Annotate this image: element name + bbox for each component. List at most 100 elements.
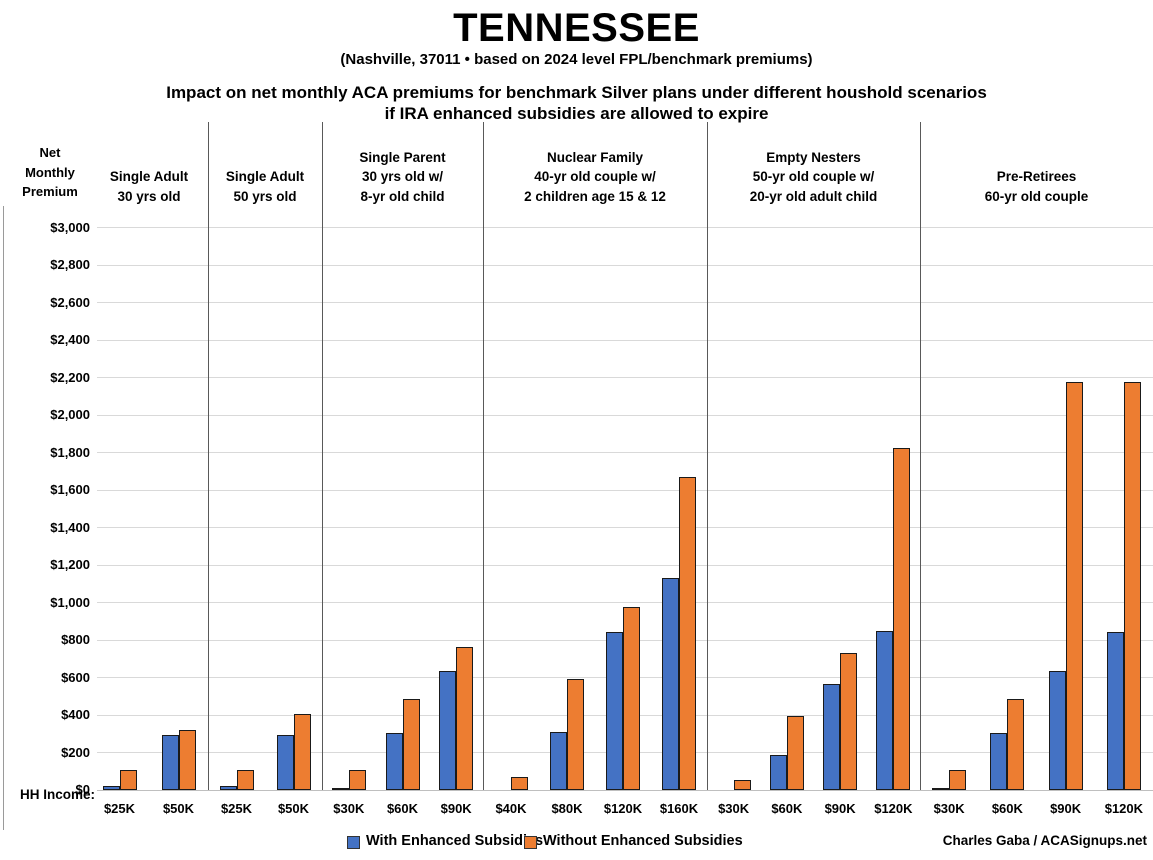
panel-header-line: 60-yr old couple [984, 188, 1089, 204]
attribution-footer: Charles Gaba / ACASignups.net [942, 833, 1147, 848]
x-tick-label: $120K [874, 801, 913, 816]
bar-without-enhanced [734, 780, 751, 790]
bar-without-enhanced [511, 777, 528, 790]
bar-with-enhanced [103, 786, 120, 790]
y-tick-label: $600 [61, 669, 90, 685]
panel-divider [483, 122, 484, 790]
panel-header-line: 40-yr old couple w/ [534, 169, 656, 184]
x-tick-label: $30K [333, 801, 365, 816]
x-tick-label: $120K [1104, 801, 1144, 816]
gridline [97, 489, 1153, 491]
gridline [97, 227, 1153, 228]
x-tick-label: $90K [440, 801, 472, 816]
panel-header-line: 50 yrs old [233, 188, 297, 204]
chart-left-border [3, 206, 4, 830]
panel-header-line: Single Adult [109, 169, 189, 184]
y-tick-label: $2,400 [50, 332, 90, 347]
bar-without-enhanced [623, 607, 640, 790]
x-tick-label: $120K [603, 801, 643, 816]
x-tick-label: $25K [103, 801, 136, 816]
panel-divider [707, 122, 708, 790]
y-tick-label: $2,800 [50, 257, 90, 272]
panel-header-line: 50-yr old couple w/ [752, 169, 875, 184]
x-tick-label: $60K [386, 801, 419, 816]
panel-header-line: 20-yr old adult child [749, 188, 878, 204]
bar-with-enhanced [990, 733, 1007, 790]
y-tick-label: $1,400 [50, 519, 90, 535]
legend-label-with-enhanced: With Enhanced Subsidies [366, 833, 544, 849]
y-tick-label: $1,200 [50, 557, 90, 572]
y-tick-label: $3,000 [50, 219, 90, 235]
x-tick-label: $50K [277, 801, 310, 816]
x-tick-label: $60K [991, 801, 1023, 816]
panel-header-line: 30 yrs old [117, 188, 181, 204]
panel-header: Single Adult 30 yrs old [90, 122, 208, 206]
chart-heading: Impact on net monthly ACA premiums for b… [0, 82, 1153, 124]
bar-without-enhanced [1124, 382, 1141, 790]
y-axis-title: Net Monthly Premium [22, 145, 78, 199]
gridline [97, 377, 1153, 378]
y-tick-label: $800 [61, 632, 90, 647]
x-tick-label: $90K [824, 801, 856, 816]
x-tick-label: $30K [933, 801, 965, 816]
bar-with-enhanced [220, 786, 237, 790]
bar-with-enhanced [332, 788, 349, 790]
panel-header: Empty Nesters 50-yr old couple w/20-yr ol… [707, 122, 920, 206]
panel-header: Single Adult 50 yrs old [208, 122, 322, 206]
panel-header-line: Single Adult [225, 169, 305, 184]
bar-with-enhanced [277, 735, 294, 790]
bar-with-enhanced [1107, 632, 1124, 790]
y-tick-label: $200 [61, 744, 90, 760]
panel-header-line: 30 yrs old w/ [361, 169, 444, 184]
panel-header: Pre-Retirees 60-yr old couple [920, 122, 1153, 206]
bar-without-enhanced [567, 679, 584, 790]
panel-header: Nuclear Family 40-yr old couple w/2 child… [483, 122, 707, 206]
bar-without-enhanced [120, 770, 137, 790]
gridline [97, 414, 1153, 416]
x-tick-label: $80K [551, 801, 583, 816]
bar-without-enhanced [294, 714, 311, 790]
y-tick-label: $1,800 [50, 444, 90, 460]
y-tick-label: $0 [75, 782, 90, 797]
x-tick-label: $40K [495, 801, 527, 816]
gridline [97, 264, 1153, 266]
bar-with-enhanced [386, 733, 403, 790]
x-tick-label: $90K [1050, 801, 1082, 816]
bar-with-enhanced [932, 788, 949, 790]
bar-with-enhanced [606, 632, 623, 790]
x-tick-label: $160K [659, 801, 699, 816]
bar-with-enhanced [1049, 671, 1066, 790]
gridline [97, 302, 1153, 303]
bar-without-enhanced [949, 770, 966, 790]
x-tick-label: $25K [220, 801, 253, 816]
bar-with-enhanced [823, 684, 840, 790]
panel-header-line: Empty Nesters [766, 149, 861, 165]
chart-heading-line1: Impact on net monthly ACA premiums for b… [166, 83, 987, 102]
x-tick-label: $60K [771, 801, 803, 816]
legend-swatch-without-enhanced [524, 836, 537, 849]
y-tick-label: $1,600 [50, 482, 90, 497]
panel-header-line: Nuclear Family [546, 149, 644, 165]
bar-without-enhanced [1066, 382, 1083, 790]
bar-with-enhanced [550, 732, 567, 790]
legend-swatch-with-enhanced [347, 836, 360, 849]
panel-divider [322, 122, 323, 790]
bar-with-enhanced [439, 671, 456, 790]
chart-subtitle: (Nashville, 37011 • based on 2024 level … [340, 51, 813, 68]
bar-with-enhanced [162, 735, 179, 790]
x-tick-label: $50K [162, 801, 195, 816]
x-tick-label: $30K [718, 801, 750, 816]
bar-without-enhanced [840, 653, 857, 790]
y-tick-label: $2,200 [50, 369, 90, 385]
y-tick-label: $1,000 [50, 594, 90, 610]
gridline [97, 602, 1153, 603]
bar-without-enhanced [237, 770, 254, 790]
hh-income-label: HH Income: [19, 787, 95, 802]
panel-header: Single Parent 30 yrs old w/8-yr old child [322, 122, 483, 206]
bar-without-enhanced [787, 716, 804, 790]
panel-header-line: 8-yr old child [360, 188, 445, 204]
y-tick-label: $2,600 [50, 294, 90, 310]
chart-title: TENNESSEE [453, 6, 700, 50]
legend-label-without-enhanced: Without Enhanced Subsidies [543, 833, 743, 849]
